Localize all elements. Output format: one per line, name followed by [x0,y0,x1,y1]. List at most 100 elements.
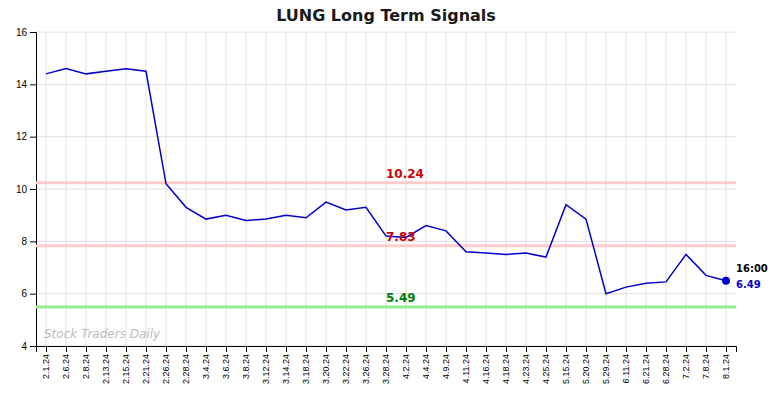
tick-label: 2.28.24 [181,354,191,384]
grid-line [586,32,587,346]
tick-label: 7.2.24 [681,354,691,379]
tick: 6.21.24 [641,346,651,384]
tick: 4.11.24 [461,346,471,383]
tick-mark [30,189,36,190]
tick-label: 3.28.24 [381,354,391,384]
tick: 3.22.24 [341,346,351,384]
tick-label: 3.18.24 [301,354,311,384]
tick-label: 16 [16,27,28,38]
grid-line [346,32,347,346]
grid-line [366,32,367,346]
tick: 4.23.24 [521,346,531,384]
tick-label: 2.1.24 [41,354,51,379]
tick: 4.9.24 [441,346,451,379]
tick: 2.15.24 [121,346,131,384]
grid-line [486,32,487,346]
tick: 6.11.24 [621,346,631,383]
tick-mark [226,346,227,352]
grid-line [266,32,267,346]
axis-line [37,347,737,353]
tick-label: 12 [16,131,28,142]
tick: 2.21.24 [141,346,151,384]
tick-mark [30,137,36,138]
tick-mark [366,346,367,352]
reference-label: 10.24 [386,167,424,181]
tick-label: 2.21.24 [141,354,151,384]
tick-label: 2.6.24 [61,354,71,379]
grid-line [466,32,467,346]
tick: 3.20.24 [321,346,331,384]
tick-mark [106,346,107,352]
tick-mark [126,346,127,352]
tick-mark [506,346,507,352]
tick-label: 2.13.24 [101,354,111,384]
tick-label: 8.1.24 [721,354,731,379]
tick-label: 6.28.24 [661,354,671,384]
tick-mark [30,346,36,347]
grid-line [546,32,547,346]
tick: 16 [16,27,36,38]
grid-line [166,32,167,346]
tick-label: 3.20.24 [321,354,331,384]
grid-line [626,32,627,346]
tick: 3.4.24 [201,346,211,379]
tick-mark [206,346,207,352]
tick-mark [386,346,387,352]
tick-label: 4.16.24 [481,354,491,384]
grid-line [306,32,307,346]
grid-line [126,32,127,346]
grid-line [426,32,427,346]
tick: 3.8.24 [241,346,251,379]
tick-label: 5.29.24 [601,354,611,384]
reference-line [36,181,736,184]
grid-line [666,32,667,346]
annotation: 16:00 [736,263,768,274]
tick-label: 8 [21,236,27,247]
tick-label: 3.14.24 [281,354,291,384]
tick: 8.1.24 [721,346,731,379]
tick-label: 10 [16,184,28,195]
grid-line [326,32,327,346]
grid-line [646,32,647,346]
tick-mark [426,346,427,352]
tick: 6.28.24 [661,346,671,384]
tick-label: 3.8.24 [241,354,251,379]
tick: 12 [16,131,36,142]
tick-mark [286,346,287,352]
tick-label: 7.8.24 [701,354,711,379]
annotation: 6.49 [736,279,761,290]
tick: 3.18.24 [301,346,311,384]
tick-label: 4.9.24 [441,354,451,379]
grid-line [46,32,47,346]
tick-label: 14 [16,79,28,90]
grid-line [226,32,227,346]
grid-line [146,32,147,346]
grid-line [66,32,67,346]
reference-label: 7.83 [386,230,416,244]
grid [36,32,736,346]
tick-label: 3.4.24 [201,354,211,379]
tick: 5.15.24 [561,346,571,384]
tick-mark [686,346,687,352]
tick-mark [146,346,147,352]
y-axis: 46810121416 [16,27,37,352]
marks [36,69,736,307]
tick: 3.14.24 [281,346,291,384]
tick-mark [586,346,587,352]
tick-mark [30,84,36,85]
tick: 4.4.24 [421,346,431,379]
grid-line [526,32,527,346]
tick-mark [30,32,36,33]
tick: 3.12.24 [261,346,271,384]
tick: 2.26.24 [161,346,171,384]
tick-mark [30,241,36,242]
tick-label: 6.21.24 [641,354,651,384]
tick: 2.13.24 [101,346,111,384]
grid-line [446,32,447,346]
grid-line [686,32,687,346]
tick: 5.20.24 [581,346,591,384]
grid-line [246,32,247,346]
chart: 468101214162.1.242.6.242.8.242.13.242.15… [0,0,784,398]
tick-label: 4 [21,341,27,352]
tick-mark [526,346,527,352]
